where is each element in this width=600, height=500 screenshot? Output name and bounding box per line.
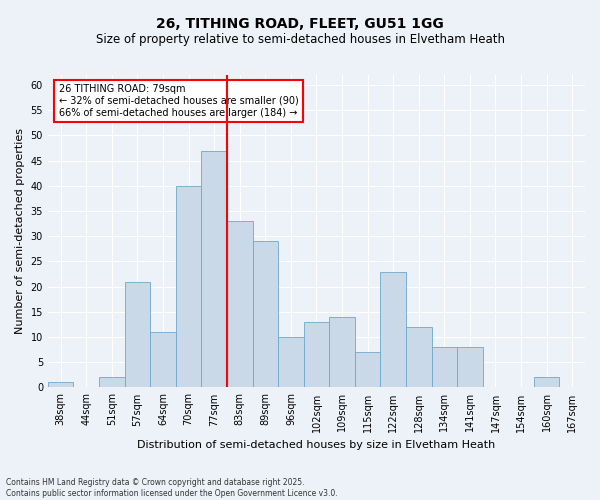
Y-axis label: Number of semi-detached properties: Number of semi-detached properties — [15, 128, 25, 334]
Bar — [380, 272, 406, 388]
Bar — [253, 242, 278, 388]
Bar — [534, 378, 559, 388]
Bar — [431, 347, 457, 388]
Bar — [227, 221, 253, 388]
Bar — [278, 337, 304, 388]
Bar — [355, 352, 380, 388]
Bar — [99, 378, 125, 388]
Bar — [202, 150, 227, 388]
Bar — [48, 382, 73, 388]
Text: 26, TITHING ROAD, FLEET, GU51 1GG: 26, TITHING ROAD, FLEET, GU51 1GG — [156, 18, 444, 32]
Bar — [176, 186, 202, 388]
Bar — [406, 327, 431, 388]
Text: Contains HM Land Registry data © Crown copyright and database right 2025.
Contai: Contains HM Land Registry data © Crown c… — [6, 478, 338, 498]
Bar — [150, 332, 176, 388]
Text: Size of property relative to semi-detached houses in Elvetham Heath: Size of property relative to semi-detach… — [95, 32, 505, 46]
Bar — [457, 347, 482, 388]
X-axis label: Distribution of semi-detached houses by size in Elvetham Heath: Distribution of semi-detached houses by … — [137, 440, 496, 450]
Text: 26 TITHING ROAD: 79sqm
← 32% of semi-detached houses are smaller (90)
66% of sem: 26 TITHING ROAD: 79sqm ← 32% of semi-det… — [59, 84, 298, 117]
Bar — [329, 317, 355, 388]
Bar — [125, 282, 150, 388]
Bar — [304, 322, 329, 388]
